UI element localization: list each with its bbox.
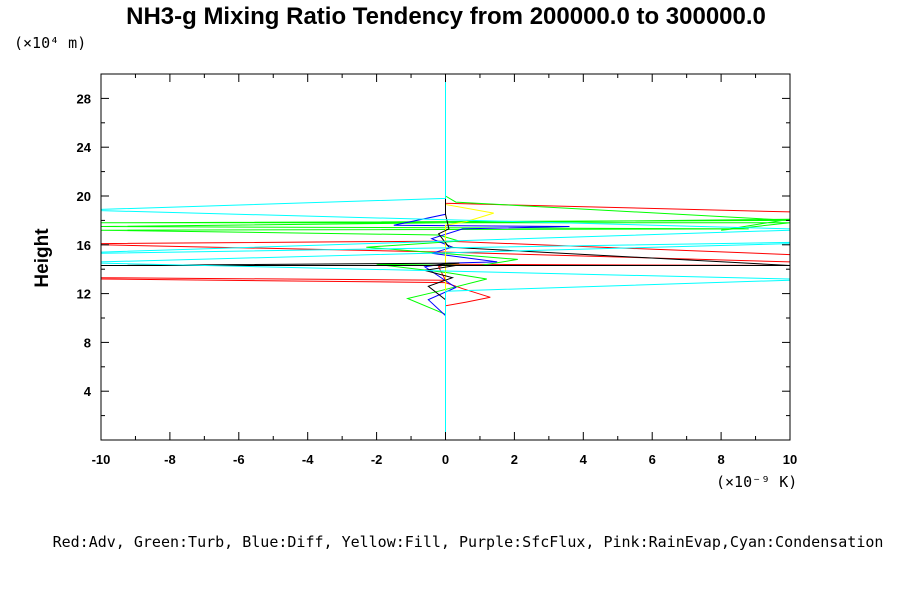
x-tick-label: -8	[164, 452, 176, 467]
y-tick-label: 12	[77, 287, 91, 302]
legend-text: Red:Adv, Green:Turb, Blue:Diff, Yellow:F…	[53, 533, 884, 551]
series-line-4	[101, 74, 790, 440]
x-tick-label: -2	[371, 452, 383, 467]
y-tick-label: 24	[77, 140, 92, 155]
x-tick-label: 6	[649, 452, 656, 467]
y-tick-label: 8	[84, 335, 91, 350]
y-unit-label: (×10⁴ m)	[14, 34, 86, 52]
x-tick-label: 10	[783, 452, 797, 467]
y-tick-label: 4	[84, 384, 92, 399]
y-tick-label: 28	[77, 91, 91, 106]
x-tick-label: -10	[92, 452, 111, 467]
y-tick-label: 16	[77, 238, 91, 253]
x-tick-label: 8	[717, 452, 724, 467]
x-tick-label: -6	[233, 452, 245, 467]
x-unit-label: (×10⁻⁹ K)	[716, 473, 797, 491]
x-tick-label: -4	[302, 452, 314, 467]
chart-title: NH3-g Mixing Ratio Tendency from 200000.…	[126, 3, 766, 30]
series-layer	[101, 74, 790, 440]
y-axis-label: Height	[32, 228, 53, 288]
x-tick-label: 2	[511, 452, 518, 467]
series-line-5	[101, 74, 790, 440]
x-tick-label: 4	[580, 452, 588, 467]
series-line-1	[101, 74, 790, 440]
y-tick-label: 20	[77, 189, 91, 204]
x-tick-label: 0	[442, 452, 449, 467]
